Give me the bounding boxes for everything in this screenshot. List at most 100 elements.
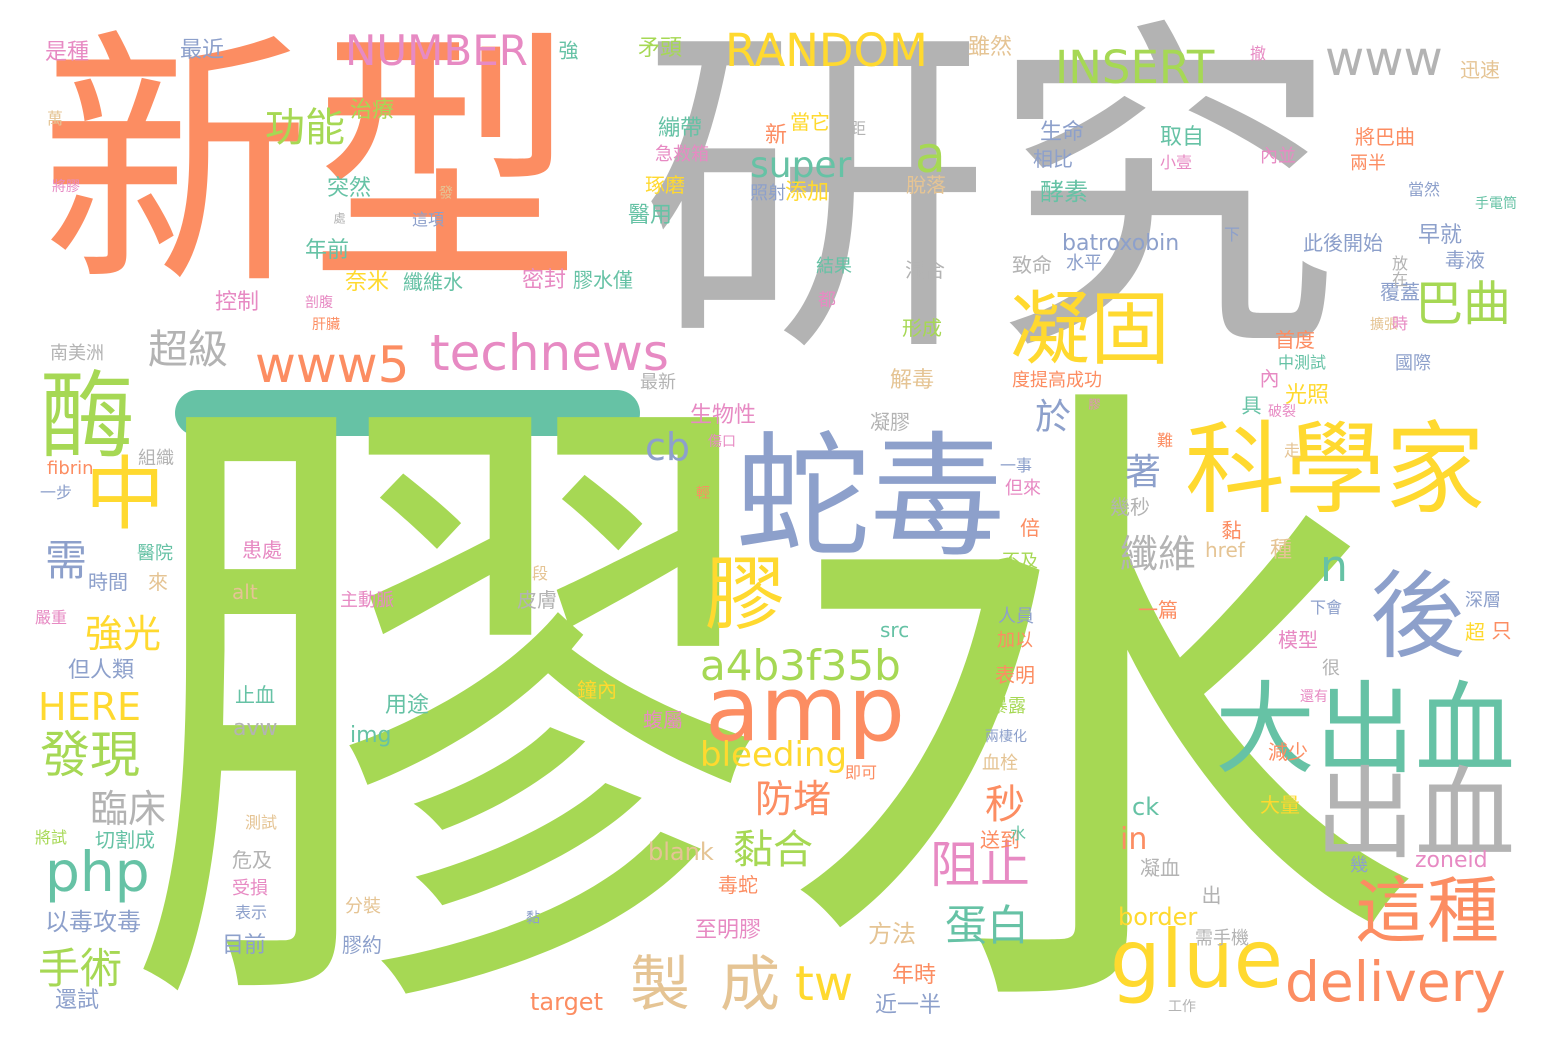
cloud-word: 中測試 <box>1278 353 1327 372</box>
cloud-word: 後 <box>1370 562 1466 672</box>
cloud-word: 出血 <box>1315 756 1515 873</box>
cloud-word: 覆蓋 <box>1380 280 1420 304</box>
cloud-word: 撤 <box>1247 45 1266 61</box>
cloud-word: 距 <box>847 120 866 136</box>
cloud-word: php <box>45 840 150 904</box>
cloud-word: 幾秒 <box>1110 495 1150 519</box>
cloud-word: 走 <box>1281 442 1300 458</box>
cloud-word: delivery <box>1285 950 1506 1014</box>
cloud-word: 還試 <box>55 988 100 1013</box>
cloud-word: super <box>750 145 852 186</box>
cloud-word: 處 <box>332 212 346 224</box>
cloud-word: 肝臟 <box>312 317 340 333</box>
cloud-word: 國際 <box>1395 353 1431 374</box>
cloud-word: 相比 <box>1033 147 1073 171</box>
cloud-word: 繃帶 <box>658 116 703 141</box>
cloud-word: glue <box>1110 913 1283 1006</box>
cloud-word: 成 <box>720 950 780 1020</box>
cloud-word: 度提高成功 <box>1012 370 1102 391</box>
cloud-word: 方法 <box>868 920 916 948</box>
cloud-word: 凝膠 <box>870 410 910 434</box>
cloud-word: 超 <box>1465 620 1485 644</box>
cloud-word: 研究 <box>640 0 1340 399</box>
cloud-word: 混合 <box>905 258 945 282</box>
cloud-word: batroxobin <box>1062 231 1180 256</box>
cloud-word: www5 <box>255 336 410 394</box>
cloud-word: 皮膚 <box>517 588 557 612</box>
cloud-word: 纖維水 <box>403 270 463 294</box>
cloud-word: 最新 <box>640 372 676 393</box>
cloud-word: 密封 <box>522 268 567 293</box>
cloud-word: 放在 <box>1389 255 1408 287</box>
cloud-word: 擴張 <box>1370 317 1398 333</box>
cloud-word: 黏 <box>524 910 540 924</box>
cloud-word: 送到 <box>980 828 1020 852</box>
cloud-word: a4b3f35b <box>700 641 901 690</box>
cloud-word: 膠約 <box>342 933 382 957</box>
cloud-word: 膠水 <box>125 337 1425 1052</box>
cloud-word: href <box>1205 538 1245 562</box>
cloud-word: ck <box>1132 793 1160 821</box>
cloud-word: src <box>880 618 910 642</box>
cloud-word: 解毒 <box>890 368 935 393</box>
cloud-word: 只 <box>1488 620 1512 640</box>
cloud-word: 超級 <box>148 327 228 373</box>
cloud-word: 當然 <box>1408 180 1441 199</box>
cloud-word: 這項 <box>412 210 445 229</box>
cloud-word: 剖腹 <box>305 295 333 311</box>
cloud-word: 新型 <box>40 7 580 322</box>
cloud-word: 形成 <box>902 316 942 340</box>
cloud-word: HERE <box>38 685 141 729</box>
cloud-word: 酵素 <box>1040 178 1088 206</box>
cloud-word: 控制 <box>215 290 260 315</box>
cloud-word: 輕 <box>694 485 710 499</box>
cloud-word: 首度 <box>1275 328 1315 352</box>
cloud-word: 結果 <box>816 256 852 277</box>
cloud-word: 黏合 <box>733 827 813 873</box>
cloud-word: 一步 <box>40 483 73 502</box>
cloud-word: 凝固 <box>1010 283 1170 376</box>
cloud-word: 是種 <box>45 40 90 65</box>
cloud-word: RANDOM <box>725 24 928 77</box>
cloud-word: bleeding <box>700 735 848 775</box>
cloud-word: 深層 <box>1465 590 1501 611</box>
cloud-word: 奈米 <box>345 270 390 295</box>
cloud-word: 患處 <box>242 538 282 562</box>
cloud-word: 當它 <box>790 110 830 134</box>
cloud-word: 段 <box>529 565 548 581</box>
cloud-word: avw <box>233 716 278 741</box>
cloud-word: 大出血 <box>1215 671 1515 788</box>
cloud-word: 幾 <box>1347 855 1368 873</box>
cloud-word: 這種 <box>1355 869 1500 953</box>
cloud-word: 很 <box>1322 658 1340 679</box>
cloud-word: 將試 <box>35 828 68 847</box>
cloud-word: 內 <box>1256 368 1280 388</box>
cloud-word: 止血 <box>235 683 275 707</box>
cloud-word: 來 <box>148 570 168 594</box>
cloud-word: 但來 <box>1005 478 1041 499</box>
cloud-word: cb <box>645 425 691 469</box>
cloud-word: 脫落 <box>906 173 946 197</box>
cloud-word: 新 <box>765 123 788 148</box>
cloud-word: 嚴重 <box>35 608 68 627</box>
cloud-word: 倍 <box>1020 516 1040 540</box>
cloud-word: 急救箱 <box>655 144 709 165</box>
cloud-word: 難 <box>1154 432 1173 448</box>
cloud-word: 強光 <box>85 612 162 656</box>
cloud-word: 此後開始 <box>1303 231 1383 255</box>
cloud-word: 但人類 <box>68 658 135 683</box>
cloud-word: www <box>1325 31 1443 87</box>
cloud-word: a <box>915 126 946 184</box>
cloud-word: 酶 <box>40 362 136 472</box>
cloud-word: 出 <box>1198 885 1222 905</box>
cloud-word: 近一半 <box>875 993 942 1018</box>
cloud-word: 南美洲 <box>50 343 104 364</box>
cloud-word: 血栓 <box>982 753 1018 774</box>
cloud-word: 臨床 <box>90 787 167 831</box>
cloud-word: 內並 <box>1260 146 1296 167</box>
cloud-word: 組織 <box>138 448 174 469</box>
cloud-word: 蝮屬 <box>643 708 683 732</box>
cloud-word: img <box>350 723 392 748</box>
cloud-word: zoneid <box>1415 848 1488 873</box>
